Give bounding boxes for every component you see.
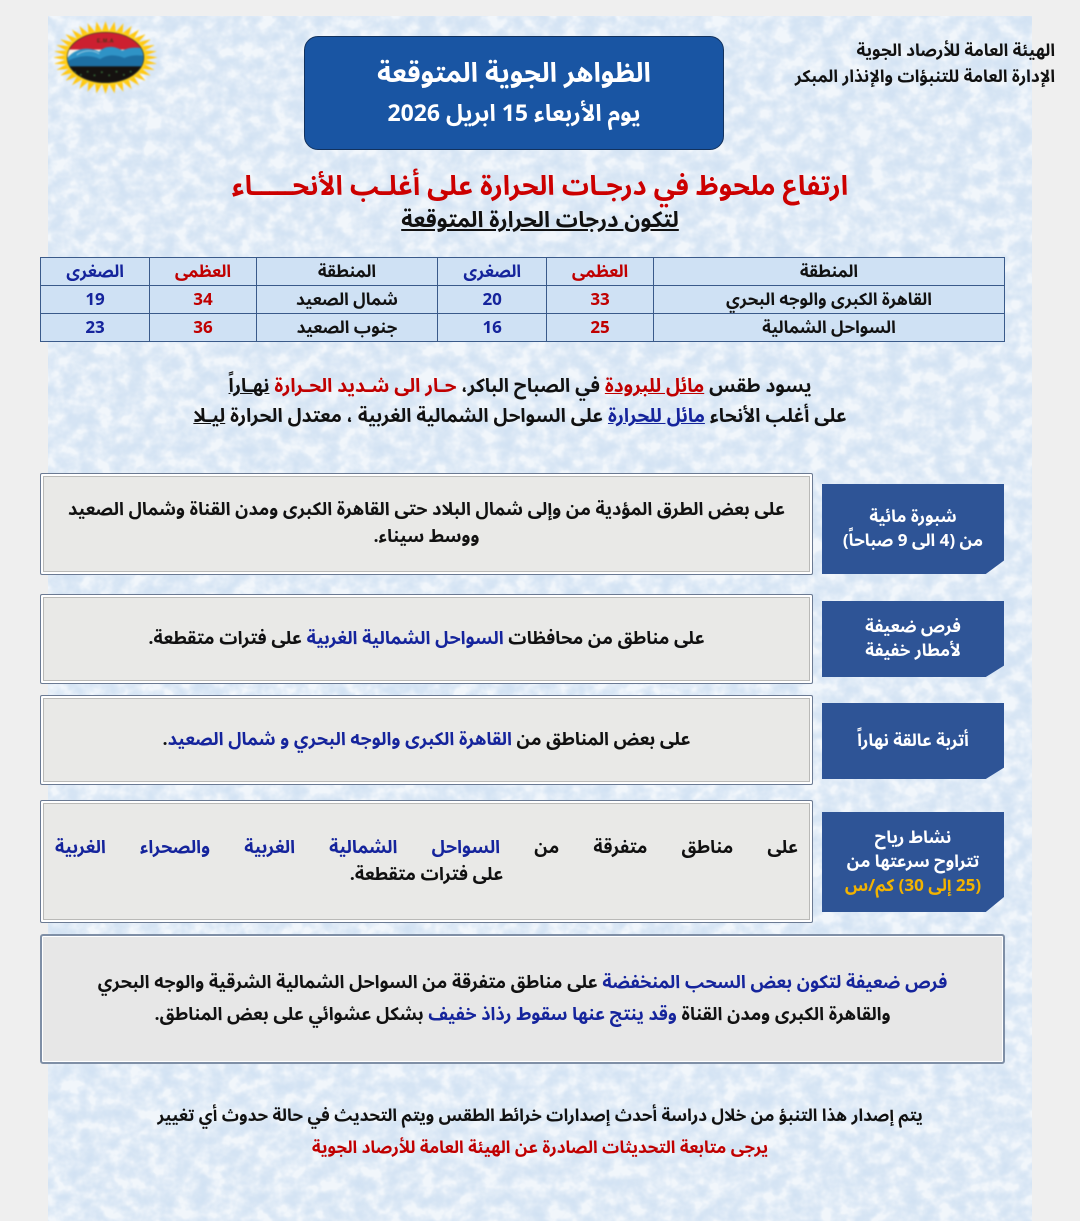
svg-text:E.M.A: E.M.A — [97, 38, 114, 44]
